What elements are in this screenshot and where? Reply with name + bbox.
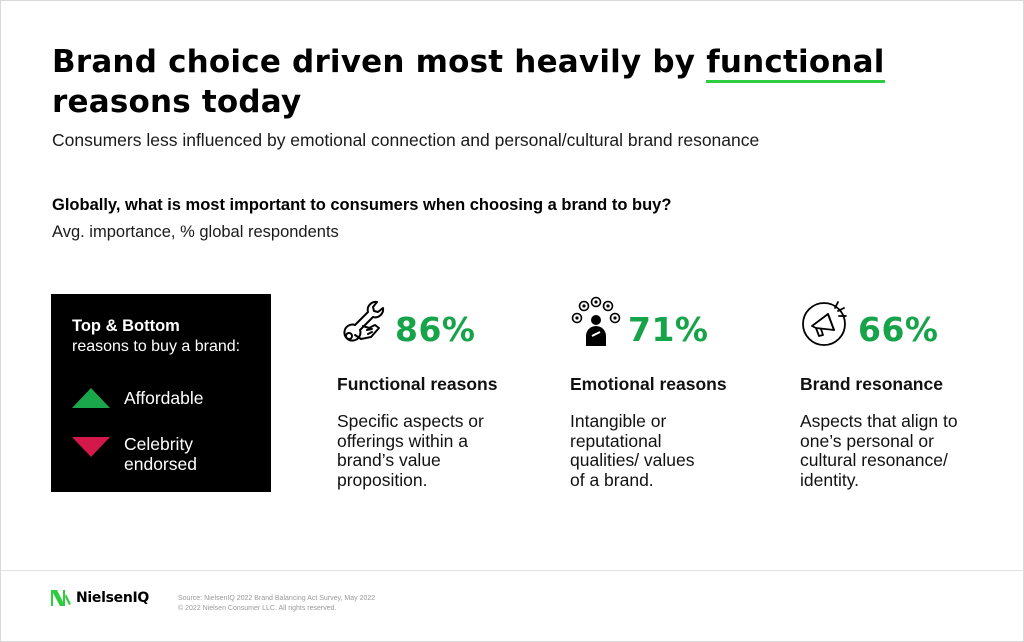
title-text-part1: Brand choice driven most heavily by — [52, 44, 707, 80]
desc-line: reputational — [570, 430, 662, 451]
legend-title: Top & Bottom — [72, 317, 180, 335]
nielseniq-logo-mark-icon — [51, 590, 71, 606]
reason-heading: Emotional reasons — [570, 374, 727, 394]
legend-item-label: Celebrity endorsed — [124, 434, 197, 474]
desc-line: identity. — [800, 469, 860, 490]
reason-heading: Functional reasons — [337, 374, 498, 394]
legend-item-label: Affordable — [124, 388, 204, 408]
reason-description: Specific aspects or offerings within a b… — [337, 411, 547, 490]
legend-box: Top & Bottom reasons to buy a brand: Aff… — [51, 294, 271, 492]
triangle-up-icon — [72, 388, 110, 408]
nielseniq-logo: NielsenIQ — [50, 588, 149, 608]
page-subtitle: Consumers less influenced by emotional c… — [52, 130, 760, 150]
desc-line: offerings within a — [337, 430, 469, 451]
desc-line: one’s personal or — [800, 430, 934, 451]
desc-line: qualities/ values — [570, 450, 695, 470]
desc-line: Aspects that align to — [800, 411, 958, 431]
legend-item-affordable: Affordable — [72, 388, 203, 408]
title-highlight: functional — [706, 44, 885, 83]
desc-line: proposition. — [337, 469, 428, 490]
percent-value: 71% — [628, 310, 709, 349]
desc-line: cultural resonance/ — [800, 450, 948, 470]
legend-item-celebrity-endorsed: Celebrity endorsed — [72, 434, 197, 474]
logo-wordmark: NielsenIQ — [76, 590, 150, 606]
reason-heading: Brand resonance — [800, 374, 943, 394]
triangle-down-icon — [72, 437, 110, 457]
legend-item-label-line1: Celebrity — [124, 434, 194, 454]
reason-description: Intangible or reputational qualities/ va… — [570, 411, 780, 490]
survey-question-subtitle: Avg. importance, % global respondents — [52, 223, 339, 241]
source-note: Source: NielsenIQ 2022 Brand Balancing A… — [178, 594, 375, 614]
percent-value: 66% — [858, 310, 939, 349]
desc-line: of a brand. — [570, 469, 654, 490]
megaphone-icon — [802, 301, 847, 346]
survey-question: Globally, what is most important to cons… — [52, 196, 672, 214]
footer-divider — [1, 570, 1023, 571]
desc-line: brand’s value — [337, 450, 441, 470]
copyright-line: © 2022 Nielsen Consumer LLC. All rights … — [178, 605, 337, 612]
percent-value: 86% — [395, 310, 476, 349]
legend-subtitle: reasons to buy a brand: — [72, 338, 241, 355]
title-text-part2: reasons today — [52, 84, 302, 120]
wrench-hand-icon — [343, 300, 385, 342]
desc-line: Intangible or — [570, 411, 667, 431]
desc-line: Specific aspects or — [337, 411, 484, 431]
page-title: Brand choice driven most heavily by func… — [52, 42, 952, 122]
person-emotions-icon — [571, 296, 621, 346]
source-line: Source: NielsenIQ 2022 Brand Balancing A… — [178, 595, 376, 602]
reason-description: Aspects that align to one’s personal or … — [800, 411, 1010, 490]
legend-item-label-line2: endorsed — [124, 454, 197, 474]
